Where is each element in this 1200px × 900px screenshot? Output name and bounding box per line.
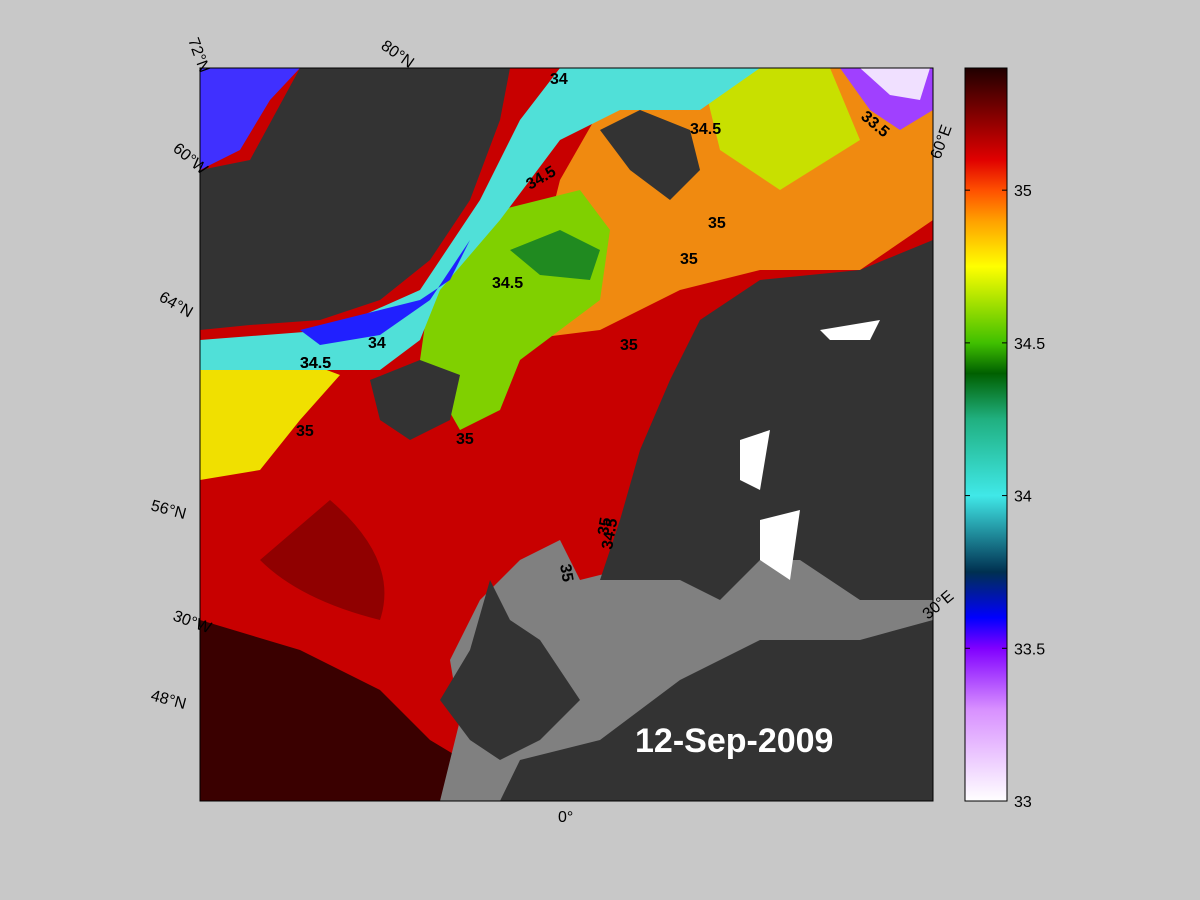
colorbar-tick-label: 35 bbox=[1014, 183, 1032, 200]
dark-green-water bbox=[510, 230, 600, 280]
colorbar bbox=[964, 67, 1008, 802]
contour-label: 35 bbox=[296, 423, 314, 440]
yellow-water-west bbox=[200, 360, 340, 480]
iceland bbox=[370, 360, 460, 440]
contour-label: 34.5 bbox=[300, 355, 331, 372]
contour-label: 35 bbox=[595, 516, 615, 537]
panel-frame bbox=[199, 67, 934, 802]
contour-label: 35 bbox=[708, 215, 726, 232]
contour-label: 35 bbox=[456, 431, 474, 448]
contour-label: 35 bbox=[680, 251, 698, 268]
svalbard bbox=[600, 110, 700, 200]
colorbar-ticks: 33 33.5 34 34.5 35 bbox=[965, 183, 1045, 811]
blue-water bbox=[300, 200, 490, 345]
yellow-water bbox=[700, 68, 860, 190]
blue-water-nw bbox=[200, 68, 300, 170]
continent bbox=[500, 620, 933, 801]
contour-label: 34.5 bbox=[300, 355, 331, 372]
british-isles bbox=[440, 580, 580, 760]
light-water bbox=[860, 68, 930, 100]
deep-red-water bbox=[200, 620, 500, 801]
map-panel bbox=[200, 68, 933, 801]
colorbar-tick-label: 34 bbox=[1014, 489, 1032, 506]
colorbar-tick-label: 33.5 bbox=[1014, 641, 1045, 658]
colorbar-tick-label: 33 bbox=[1014, 794, 1032, 811]
contour-label: 34 bbox=[368, 335, 386, 352]
cyan-water bbox=[200, 68, 760, 370]
contour-label: 34.5 bbox=[599, 517, 621, 551]
lakes bbox=[740, 430, 800, 580]
contour-label: 34.5 bbox=[492, 275, 523, 292]
colorbar-tick-label: 34.5 bbox=[1014, 336, 1045, 353]
eddy bbox=[260, 500, 385, 620]
greenland bbox=[200, 68, 510, 330]
graticule-label: 0° bbox=[558, 809, 573, 826]
white-sea bbox=[820, 320, 880, 340]
contour-label: 34.5 bbox=[690, 121, 721, 138]
contour-label: 35 bbox=[620, 337, 638, 354]
contour-label: 35 bbox=[556, 563, 576, 584]
contour-label: 34 bbox=[550, 71, 568, 88]
date-label: 12-Sep-2009 bbox=[635, 722, 833, 760]
